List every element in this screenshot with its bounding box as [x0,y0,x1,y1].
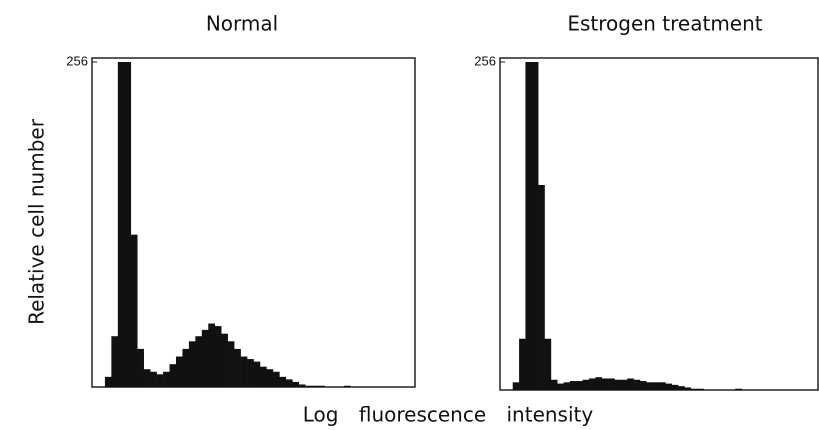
histogram-bar [240,356,248,387]
histogram-bar [163,371,170,387]
y-tick-label: 256 [66,53,88,68]
histogram-bar [253,361,261,387]
histogram-bar [589,378,596,390]
chart-title: Normal [206,12,278,36]
histogram-bar [544,338,552,390]
histogram-bar [279,376,287,387]
histogram-bar [525,62,533,390]
histogram-bar [601,378,609,390]
histogram-bar [175,356,183,387]
histogram-bar [550,379,558,390]
histogram-bar [259,366,267,387]
histogram-bar [221,333,228,387]
histogram-bar [665,383,673,390]
histogram-bar [519,338,526,390]
histogram-bar [150,371,157,387]
histogram-bar [627,378,634,390]
histogram-bar [188,341,196,387]
histogram-bar [156,374,164,387]
y-axis-label: Relative cell number [25,118,49,325]
histogram-bar [343,385,351,387]
histogram-bar [292,381,300,387]
histogram-bar [305,385,312,387]
histogram-bar [614,379,622,390]
histogram-bar [137,348,144,387]
histogram-bar [285,379,293,387]
histogram-bar [608,378,615,390]
histogram-bar [582,379,590,390]
histogram-bar [298,384,306,387]
histogram-bar [208,323,216,387]
plot-frame [91,57,416,388]
histogram-bar [659,382,666,390]
histogram-bar [318,385,325,387]
x-axis-label: Log fluorescence intensity [303,403,594,427]
histogram-bar [272,371,280,387]
y-tick-label: 256 [474,53,496,68]
histogram-bar [266,369,274,387]
histogram-bar [620,379,628,390]
histogram-bar [214,326,222,387]
histogram-bar [563,382,571,390]
histogram-bar [169,364,177,387]
histogram-bar [234,348,241,387]
histogram-bar [735,388,742,390]
histogram-bar [531,62,539,390]
histogram-bar [311,385,319,387]
histogram-bar [182,348,190,387]
histogram-bar [569,381,577,390]
histogram-bar [690,388,698,390]
histogram-bar [111,336,119,387]
histogram-bar [639,381,647,390]
histogram-bar [201,329,209,387]
histogram-bar [684,387,692,390]
histogram-bar [143,369,151,387]
histogram-bar [595,377,603,390]
histogram-bar [130,234,138,387]
histogram-bar [678,386,685,390]
histogram-bar [104,376,112,387]
histogram-bar [117,62,125,387]
histogram-bar [576,381,583,390]
histogram-bar [557,383,564,390]
histogram-bar [697,388,704,390]
chart-title: Estrogen treatment [567,12,762,36]
histogram-bar [538,185,545,390]
histogram-bar [227,341,235,387]
histogram-bar [124,62,132,387]
histogram-bar [195,336,203,387]
histogram-bar [671,384,679,390]
histogram-bar [652,382,660,390]
histogram-bar [512,382,520,390]
histogram-bar [633,379,641,390]
histogram-bar [247,359,254,387]
histogram-bar [646,382,653,390]
